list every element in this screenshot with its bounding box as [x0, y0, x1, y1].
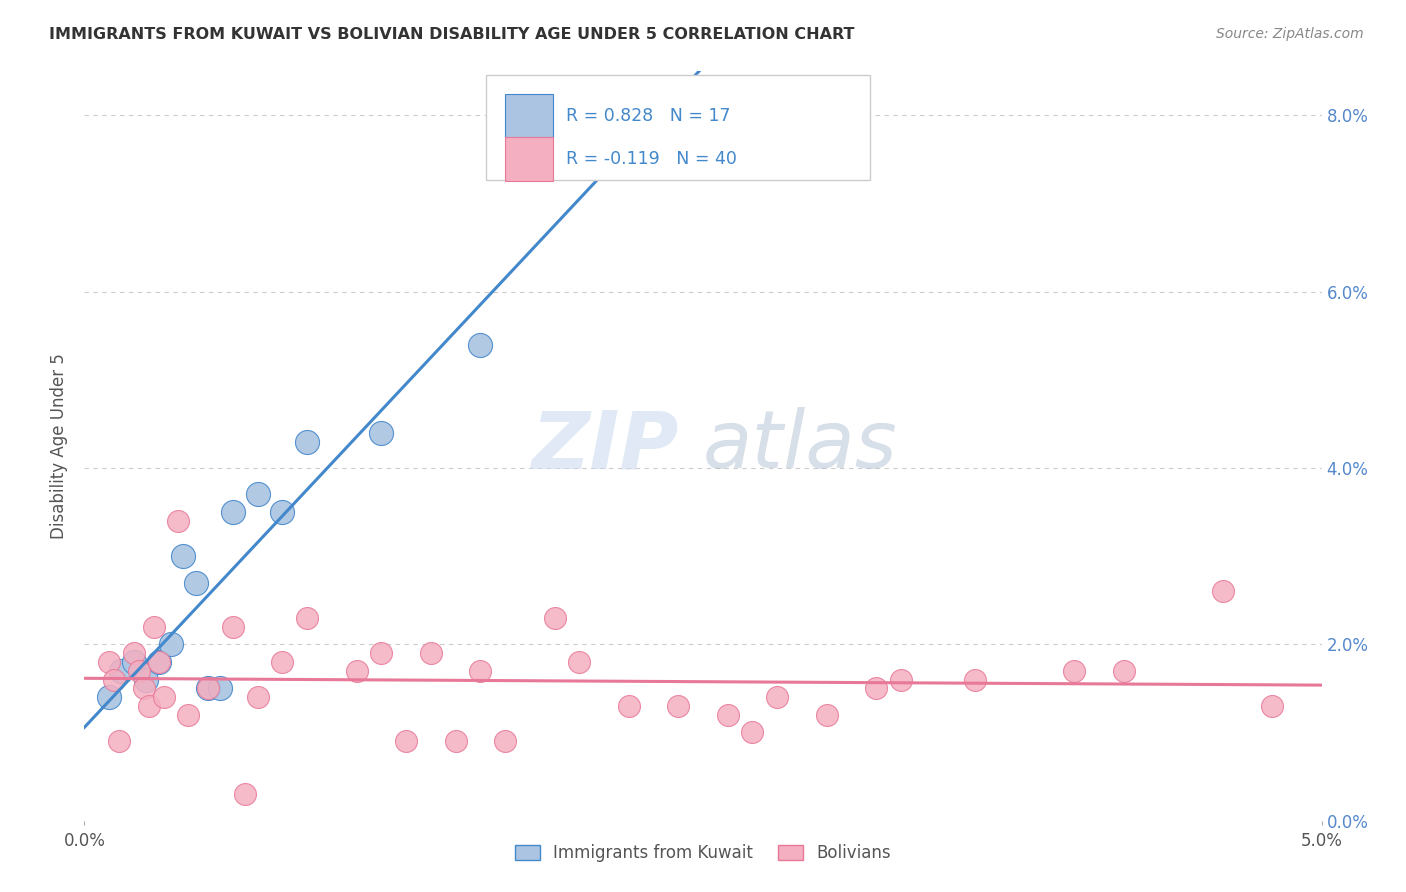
Point: [271, 505, 294, 519]
Point: [233, 787, 256, 801]
Point: [184, 575, 207, 590]
Point: [160, 637, 183, 651]
Point: [346, 664, 368, 678]
Point: [717, 707, 740, 722]
Point: [815, 707, 838, 722]
Point: [395, 734, 418, 748]
Point: [568, 655, 591, 669]
Point: [132, 681, 155, 696]
Point: [209, 681, 232, 696]
Point: [167, 514, 190, 528]
Point: [148, 655, 170, 669]
Text: R = 0.828   N = 17: R = 0.828 N = 17: [565, 107, 730, 125]
Point: [865, 681, 887, 696]
Point: [666, 699, 689, 714]
Point: [197, 681, 219, 696]
Point: [370, 425, 392, 440]
Point: [222, 620, 245, 634]
Point: [148, 655, 170, 669]
Point: [122, 646, 145, 660]
Point: [142, 620, 165, 634]
Point: [470, 337, 492, 351]
Point: [543, 611, 565, 625]
Point: [103, 673, 125, 687]
Point: [222, 505, 245, 519]
Text: R = -0.119   N = 40: R = -0.119 N = 40: [565, 150, 737, 168]
Text: atlas: atlas: [703, 407, 898, 485]
Point: [470, 664, 492, 678]
Text: Source: ZipAtlas.com: Source: ZipAtlas.com: [1216, 27, 1364, 41]
Legend: Immigrants from Kuwait, Bolivians: Immigrants from Kuwait, Bolivians: [508, 838, 898, 869]
Point: [419, 646, 441, 660]
FancyBboxPatch shape: [505, 94, 554, 138]
Point: [98, 655, 121, 669]
Point: [271, 655, 294, 669]
Point: [890, 673, 912, 687]
Point: [197, 681, 219, 696]
Point: [177, 707, 200, 722]
Point: [1112, 664, 1135, 678]
FancyBboxPatch shape: [486, 75, 870, 180]
Point: [135, 673, 157, 687]
Point: [128, 664, 150, 678]
Point: [108, 734, 131, 748]
Y-axis label: Disability Age Under 5: Disability Age Under 5: [49, 353, 67, 539]
Point: [172, 549, 194, 564]
FancyBboxPatch shape: [505, 136, 554, 181]
Point: [1261, 699, 1284, 714]
Point: [643, 91, 665, 105]
Point: [98, 690, 121, 705]
Point: [246, 487, 269, 501]
Point: [370, 646, 392, 660]
Point: [965, 673, 987, 687]
Point: [617, 699, 640, 714]
Text: ZIP: ZIP: [531, 407, 678, 485]
Point: [766, 690, 789, 705]
Point: [494, 734, 516, 748]
Point: [1063, 664, 1085, 678]
Point: [110, 664, 132, 678]
Point: [1212, 584, 1234, 599]
Point: [122, 655, 145, 669]
Point: [295, 434, 318, 449]
Point: [246, 690, 269, 705]
Point: [152, 690, 174, 705]
Point: [741, 725, 763, 739]
Point: [295, 611, 318, 625]
Text: IMMIGRANTS FROM KUWAIT VS BOLIVIAN DISABILITY AGE UNDER 5 CORRELATION CHART: IMMIGRANTS FROM KUWAIT VS BOLIVIAN DISAB…: [49, 27, 855, 42]
Point: [444, 734, 467, 748]
Point: [138, 699, 160, 714]
